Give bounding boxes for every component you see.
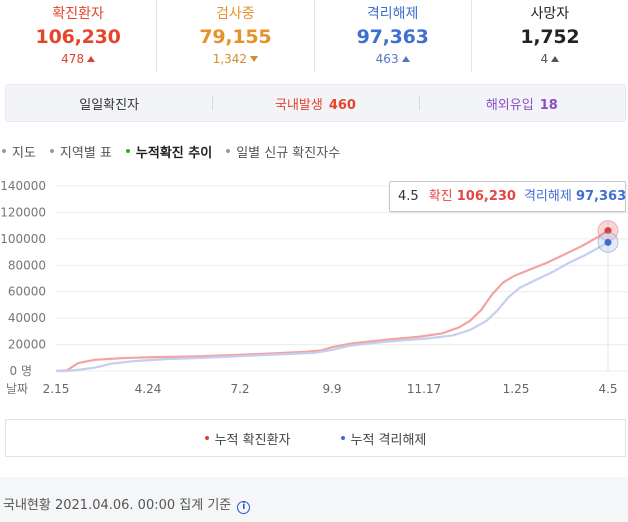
tab-label: 일별 신규 확진자수 <box>236 145 341 161</box>
y-tick-label: 100000 <box>0 232 46 246</box>
stat-value: 97,363 <box>356 26 429 48</box>
stat-delta: 478 <box>0 50 156 68</box>
tab-map[interactable]: 지도 <box>2 141 36 161</box>
series-line-confirmed <box>55 229 609 373</box>
stat-deaths: 사망자 1,752 4 <box>472 0 628 72</box>
bullet-icon <box>125 149 130 153</box>
x-tick-label: 7.2 <box>230 382 249 396</box>
daily-cases-bar: 일일확진자 국내발생 460 해외유입 18 <box>5 84 626 122</box>
x-tick-label: 9.9 <box>322 382 341 396</box>
info-icon[interactable]: i <box>237 501 251 514</box>
stat-delta: 463 <box>315 50 471 68</box>
bullet-icon <box>2 149 6 153</box>
footer-note: 국내현황 2021.04.06. 00:00 집계 기준 i <box>0 477 628 522</box>
tooltip-confirmed-label: 확진 <box>428 189 453 204</box>
tab-region-table[interactable]: 지역별 표 <box>49 141 112 161</box>
domestic-value: 460 <box>328 97 356 113</box>
chart-tooltip: 4.5 확진 106,230 격리해제 97,363 <box>389 181 626 212</box>
legend-dot-icon <box>204 436 209 440</box>
summary-stats: 확진환자 106,230 478 검사중 79,155 1,342 격리해제 9… <box>0 0 628 72</box>
daily-title: 일일확진자 <box>6 94 212 113</box>
stat-testing: 검사중 79,155 1,342 <box>157 0 315 72</box>
tab-label: 누적확진 추이 <box>135 145 213 161</box>
tab-cumulative-trend[interactable]: 누적확진 추이 <box>125 141 213 161</box>
domestic-label: 국내발생 <box>275 97 323 113</box>
x-tick-label: 1.25 <box>503 382 530 396</box>
tooltip-released-label: 격리해제 <box>523 189 572 204</box>
y-tick-label: 0 명 <box>10 364 33 378</box>
stat-delta-value: 478 <box>61 52 85 66</box>
stat-released: 격리해제 97,363 463 <box>315 0 472 72</box>
y-tick-label: 140000 <box>0 179 46 193</box>
daily-overseas: 해외유입 18 <box>418 94 625 113</box>
stat-confirmed: 확진환자 106,230 478 <box>0 0 158 72</box>
stat-label: 격리해제 <box>366 6 419 22</box>
stat-delta: 1,342 <box>157 50 313 68</box>
stat-value: 1,752 <box>520 26 580 48</box>
tab-daily-new[interactable]: 일별 신규 확진자수 <box>226 141 340 161</box>
stat-delta: 4 <box>472 50 628 68</box>
tooltip-confirmed: 확진 106,230 <box>429 189 516 204</box>
y-tick-label: 80000 <box>8 258 46 272</box>
x-axis-label: 날짜 <box>6 382 28 396</box>
daily-domestic: 국내발생 460 <box>212 94 418 113</box>
arrow-up-icon <box>551 56 560 62</box>
bullet-icon <box>226 149 231 153</box>
overseas-value: 18 <box>539 97 558 113</box>
arrow-up-icon <box>87 56 96 62</box>
x-tick-label: 4.5 <box>598 382 617 396</box>
tab-label: 지도 <box>12 145 36 161</box>
arrow-down-icon <box>250 56 259 62</box>
stat-value: 79,155 <box>199 26 272 48</box>
stat-delta-value: 4 <box>540 52 549 66</box>
cumulative-chart[interactable]: 0 명 20000 40000 60000 80000 100000 120000 14000… <box>0 172 628 402</box>
y-tick-label: 60000 <box>8 285 46 299</box>
stat-label: 사망자 <box>530 6 570 22</box>
legend-label: 누적 확진환자 <box>214 432 291 448</box>
legend-label: 누적 격리해제 <box>350 432 427 448</box>
bullet-icon <box>49 149 54 153</box>
tooltip-date: 4.5 <box>398 189 419 204</box>
legend-dot-icon <box>340 436 345 440</box>
view-tabs: 지도 지역별 표 누적확진 추이 일별 신규 확진자수 <box>2 141 354 161</box>
tooltip-confirmed-value: 106,230 <box>456 189 516 204</box>
tab-label: 지역별 표 <box>59 145 112 161</box>
legend-item-released[interactable]: 누적 격리해제 <box>340 429 427 448</box>
tooltip-released: 격리해제 97,363 <box>524 189 626 204</box>
x-tick-label: 11.17 <box>407 382 441 396</box>
tooltip-released-value: 97,363 <box>575 189 627 204</box>
legend-item-confirmed[interactable]: 누적 확진환자 <box>204 429 291 448</box>
x-tick-label: 2.15 <box>43 382 70 396</box>
marker-point-released <box>604 238 612 246</box>
x-tick-label: 4.24 <box>135 382 162 396</box>
stat-value: 106,230 <box>35 26 121 48</box>
overseas-label: 해외유입 <box>485 97 534 113</box>
stat-delta-value: 1,342 <box>212 52 248 66</box>
marker-point-confirmed <box>604 227 612 235</box>
y-tick-label: 120000 <box>0 205 46 219</box>
chart-legend: 누적 확진환자 누적 격리해제 <box>5 419 626 457</box>
footer-text: 국내현황 2021.04.06. 00:00 집계 기준 <box>3 498 232 513</box>
series-line-released <box>56 241 609 373</box>
y-tick-label: 20000 <box>8 338 46 352</box>
stat-delta-value: 463 <box>375 52 399 66</box>
y-tick-label: 40000 <box>8 311 46 325</box>
stat-label: 확진환자 <box>52 6 104 22</box>
daily-title-label: 일일확진자 <box>79 97 140 113</box>
arrow-up-icon <box>401 56 410 62</box>
stat-label: 검사중 <box>216 6 255 22</box>
